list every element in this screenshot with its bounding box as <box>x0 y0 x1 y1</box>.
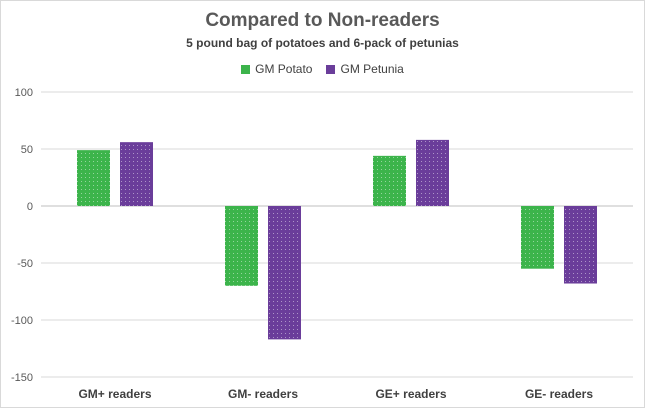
x-category-label: GM- readers <box>228 387 298 401</box>
chart-title: Compared to Non-readers <box>205 10 440 31</box>
bar-gm-petunia <box>564 206 597 284</box>
y-tick-label: -100 <box>11 315 33 327</box>
legend-swatch-gm-petunia <box>326 64 336 74</box>
x-category-label: GE+ readers <box>375 387 446 401</box>
bar-gm-potato <box>77 150 110 206</box>
legend-label-gm-petunia: GM Petunia <box>340 62 404 76</box>
bar-gm-potato <box>521 206 554 269</box>
y-tick-label: -150 <box>11 372 33 384</box>
bar-gm-petunia <box>120 142 153 206</box>
legend-swatch-gm-potato <box>241 64 251 74</box>
bar-gm-potato <box>225 206 258 286</box>
bar-gm-petunia <box>268 206 301 340</box>
bar-gm-petunia <box>416 139 449 206</box>
x-category-label: GE- readers <box>525 387 593 401</box>
bar-gm-potato <box>373 155 406 206</box>
legend-entry-gm-petunia: GM Petunia <box>326 62 404 76</box>
y-tick-label: 50 <box>21 144 33 156</box>
legend-label-gm-potato: GM Potato <box>255 62 313 76</box>
chart-legend: GM Potato GM Petunia <box>1 62 644 76</box>
y-tick-label: 100 <box>15 87 33 99</box>
x-category-label: GM+ readers <box>78 387 151 401</box>
legend-entry-gm-potato: GM Potato <box>241 62 312 76</box>
chart-subtitle: 5 pound bag of potatoes and 6-pack of pe… <box>186 36 459 50</box>
y-tick-label: 0 <box>27 201 33 213</box>
y-tick-label: -50 <box>17 258 33 270</box>
